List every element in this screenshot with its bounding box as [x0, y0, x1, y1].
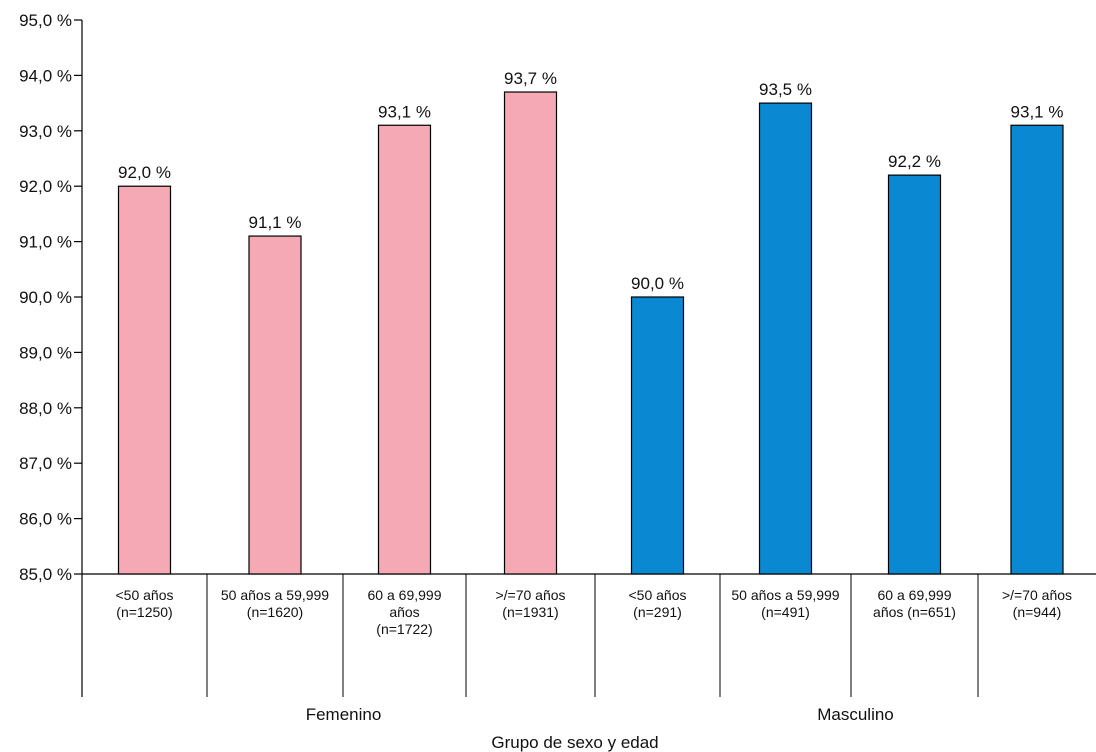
x-category-label: <50 años: [629, 587, 687, 603]
x-category-label: >/=70 años: [1002, 587, 1072, 603]
bar: [1010, 124, 1064, 575]
x-category-label: >/=70 años: [495, 587, 565, 603]
y-tick-label: 86,0 %: [19, 510, 72, 529]
x-category-label: 60 a 69,999: [878, 587, 952, 603]
bar: [630, 296, 685, 575]
y-tick-label: 93,0 %: [19, 122, 72, 141]
y-tick-label: 85,0 %: [19, 565, 72, 584]
bar: [503, 91, 558, 575]
bar: [377, 124, 432, 575]
x-category-label: (n=491): [761, 604, 810, 620]
bar-value-label: 93,1 %: [1011, 102, 1064, 121]
bar-value-label: 93,1 %: [378, 102, 431, 121]
y-tick-label: 95,0 %: [19, 11, 72, 30]
x-category-label: 50 años a 59,999: [731, 587, 839, 603]
x-category-label: años: [389, 604, 419, 620]
bar-value-label: 92,0 %: [118, 163, 171, 182]
x-group-label: Masculino: [817, 705, 894, 724]
bar: [117, 185, 172, 575]
y-tick-label: 91,0 %: [19, 233, 72, 252]
y-tick-label: 90,0 %: [19, 288, 72, 307]
y-tick-label: 89,0 %: [19, 343, 72, 362]
bar-value-label: 91,1 %: [249, 213, 302, 232]
x-axis-title: Grupo de sexo y edad: [491, 733, 658, 752]
bar: [248, 235, 302, 575]
x-category-label: (n=1620): [247, 604, 303, 620]
x-category-label: (n=1722): [376, 621, 432, 637]
y-tick-label: 88,0 %: [19, 399, 72, 418]
x-category-label: 60 a 69,999: [368, 587, 442, 603]
y-tick-label: 87,0 %: [19, 454, 72, 473]
y-tick-label: 94,0 %: [19, 66, 72, 85]
x-category-label: (n=1250): [116, 604, 172, 620]
bar: [758, 102, 813, 575]
x-category-label: (n=1931): [502, 604, 558, 620]
x-category-label: <50 años: [116, 587, 174, 603]
x-category-label: años (n=651): [873, 604, 956, 620]
bar-value-label: 92,2 %: [888, 152, 941, 171]
bar-value-label: 90,0 %: [631, 274, 684, 293]
y-tick-label: 92,0 %: [19, 177, 72, 196]
x-category-label: (n=944): [1013, 604, 1062, 620]
bar-value-label: 93,7 %: [504, 69, 557, 88]
x-category-label: (n=291): [633, 604, 682, 620]
bar: [887, 174, 942, 575]
bar-value-label: 93,5 %: [759, 80, 812, 99]
x-category-label: 50 años a 59,999: [221, 587, 329, 603]
x-group-label: Femenino: [306, 705, 382, 724]
